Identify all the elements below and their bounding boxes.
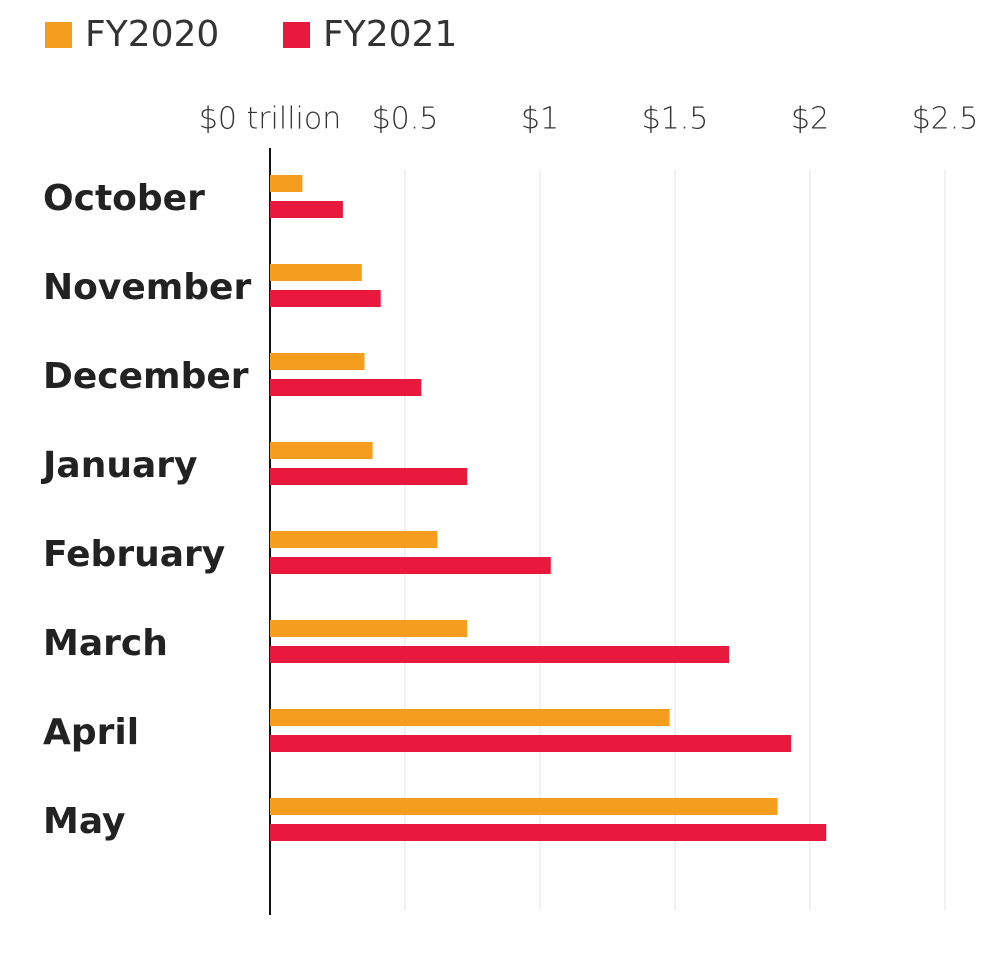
x-tick-label: $1 (521, 102, 559, 137)
bar (270, 290, 381, 307)
bar (270, 620, 468, 637)
bar (270, 468, 468, 485)
bar (270, 709, 670, 726)
bar (270, 175, 303, 192)
legend-swatch (45, 22, 72, 48)
x-tick-label: $0 trillion (199, 102, 342, 137)
y-tick-label: December (43, 356, 249, 397)
y-tick-label: May (43, 801, 125, 842)
y-tick-label: November (43, 267, 251, 308)
x-tick-label: $1.5 (642, 102, 709, 137)
x-tick-label: $0.5 (372, 102, 439, 137)
y-tick-label: April (43, 712, 139, 753)
bar (270, 646, 729, 663)
bar (270, 531, 438, 548)
bar (270, 798, 778, 815)
bar (270, 264, 362, 281)
bar (270, 201, 343, 218)
y-tick-label: October (43, 178, 205, 219)
bar (270, 353, 365, 370)
x-tick-label: $2.5 (912, 102, 979, 137)
bar (270, 735, 792, 752)
y-tick-label: March (43, 623, 168, 664)
bar (270, 379, 422, 396)
y-tick-label: January (40, 445, 197, 486)
legend-swatch (283, 22, 310, 48)
legend-label: FY2020 (85, 14, 219, 55)
bar (270, 442, 373, 459)
x-tick-label: $2 (791, 102, 829, 137)
bar (270, 824, 827, 841)
bar (270, 557, 551, 574)
y-tick-label: February (43, 534, 225, 575)
legend-label: FY2021 (323, 14, 457, 55)
